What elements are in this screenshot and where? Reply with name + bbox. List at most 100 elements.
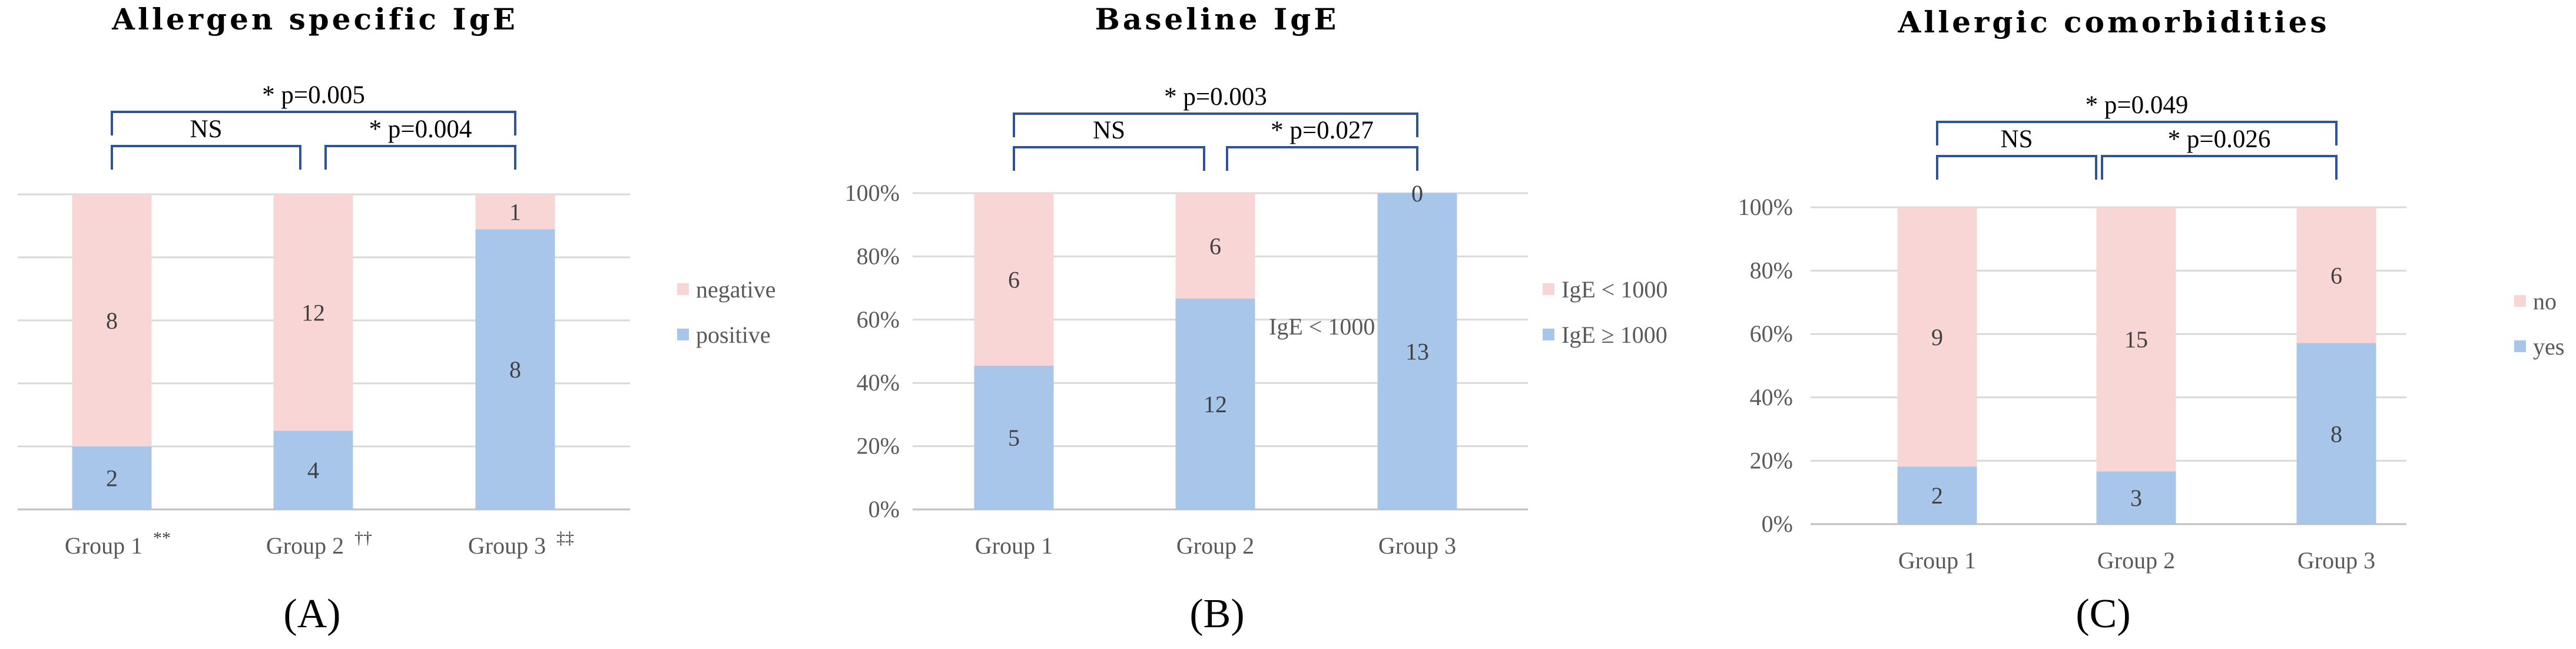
p-value-label: * p=0.026 [2168, 125, 2271, 153]
p-value-label: * p=0.003 [1164, 83, 1267, 111]
bar-negative [72, 194, 152, 446]
y-tick-label: 40% [857, 369, 900, 396]
legend-label: negative [696, 276, 776, 303]
p-value-label: NS [190, 115, 223, 143]
legend-swatch [1543, 329, 1554, 340]
x-tick-label: Group 1 [1898, 547, 1976, 574]
data-label: 1 [509, 199, 521, 226]
y-tick-label: 60% [857, 306, 900, 333]
category-mark: ‡‡ [556, 528, 574, 548]
data-label: 0 [1411, 180, 1423, 207]
x-tick-label: Group 2 [266, 532, 344, 559]
y-tick-label: 80% [857, 243, 900, 269]
legend-swatch [677, 283, 689, 295]
y-tick-label: 80% [1750, 257, 1793, 284]
legend-swatch [677, 329, 689, 340]
bar-no [2296, 207, 2376, 343]
data-label: 8 [106, 307, 118, 334]
bracket-group1-group2 [111, 145, 301, 170]
p-value-label: NS [1093, 117, 1125, 144]
data-label: 6 [1209, 233, 1221, 260]
bracket-group2-group3 [324, 145, 516, 170]
bar-positive [273, 431, 353, 509]
category-mark: †† [354, 528, 372, 548]
data-label: 6 [2330, 262, 2342, 289]
panel-label: (B) [1189, 591, 1244, 637]
bar-ige-1000 [1377, 193, 1457, 509]
y-tick-label: 60% [1750, 320, 1793, 347]
data-label: 8 [2330, 420, 2342, 447]
bar-negative [475, 194, 555, 230]
x-tick-label: Group 1 [975, 532, 1053, 559]
data-label: 2 [106, 465, 118, 492]
bar-yes [1897, 466, 1977, 524]
bar-ige-1000 [974, 365, 1054, 509]
panel-label: (A) [283, 591, 340, 637]
legend-label: positive [696, 322, 771, 348]
x-tick-label: Group 2 [1176, 532, 1254, 559]
chart-title: Allergen specific IgE [111, 2, 518, 37]
bracket-group2-group3 [1226, 146, 1418, 171]
p-value-label: * p=0.027 [1271, 117, 1374, 144]
chart-panel-2: Allergic comorbidities 0% 20% 40% 60% 80% 100%… [1738, 5, 2565, 637]
p-value-label: NS [2001, 125, 2033, 153]
category-mark: ** [153, 528, 171, 548]
data-label: 8 [509, 356, 521, 383]
x-tick-label: Group 2 [2097, 547, 2175, 574]
y-tick-label: 40% [1750, 384, 1793, 410]
data-label: 9 [1931, 324, 1943, 350]
legend-swatch [2514, 295, 2526, 307]
x-tick-label: Group 3 [1378, 532, 1456, 559]
bar-yes [2096, 471, 2176, 524]
bar-no [2096, 207, 2176, 472]
chart-panel-0: Allergen specific IgE 2 8 Group 1 ** 4 12 Group… [18, 2, 776, 637]
y-tick-label: 0% [868, 496, 900, 522]
bar-no [1897, 207, 1977, 467]
bracket-group1-group2 [1013, 146, 1205, 171]
data-label: 6 [1008, 266, 1020, 293]
y-tick-label: 0% [1762, 511, 1793, 537]
y-tick-label: 20% [1750, 447, 1793, 473]
p-value-label: * p=0.049 [2086, 91, 2189, 119]
data-label: 15 [2124, 326, 2148, 353]
chart-panel-1: Baseline IgE 0% 20% 40% 60% 80% 100% 5 6 Group 1 1… [845, 2, 1668, 637]
x-tick-label: Group 3 [468, 532, 546, 559]
data-label: 4 [307, 457, 319, 484]
data-label: 5 [1008, 425, 1020, 451]
data-label: 13 [1405, 339, 1429, 365]
p-value-label: * p=0.005 [262, 81, 365, 109]
bracket-group1-group3 [1013, 112, 1418, 137]
bracket-group1-group2 [1936, 155, 2097, 180]
data-label: 3 [2130, 485, 2142, 511]
data-label: 12 [301, 300, 325, 326]
legend-label: IgE ≥ 1000 [1561, 322, 1667, 348]
bar-positive [475, 229, 555, 509]
panel-label: (C) [2076, 591, 2130, 637]
bar-ige-1000 [1175, 193, 1255, 299]
legend-label: no [2533, 288, 2557, 314]
bar-positive [72, 446, 152, 509]
bar-yes [2296, 343, 2376, 524]
legend-label: yes [2533, 333, 2564, 360]
bar-negative [273, 194, 353, 431]
y-tick-label: 20% [857, 433, 900, 459]
x-tick-label: Group 1 [65, 532, 142, 559]
annotation-label: IgE < 1000 [1269, 313, 1375, 340]
data-label: 12 [1204, 391, 1227, 418]
legend-label: IgE < 1000 [1561, 276, 1667, 303]
y-tick-label: 100% [1738, 194, 1793, 220]
legend-swatch [1543, 283, 1554, 295]
chart-title: Baseline IgE [1095, 2, 1340, 37]
bar-ige-1000 [974, 193, 1054, 366]
data-label: 2 [1931, 482, 1943, 509]
bracket-group2-group3 [2101, 155, 2338, 180]
bar-ige-1000 [1175, 299, 1255, 509]
p-value-label: * p=0.004 [369, 115, 472, 143]
chart-title: Allergic comorbidities [1897, 5, 2329, 39]
legend-swatch [2514, 340, 2526, 352]
y-tick-label: 100% [845, 180, 900, 206]
x-tick-label: Group 3 [2297, 547, 2375, 574]
bracket-group1-group3 [111, 111, 516, 135]
bracket-group1-group3 [1936, 121, 2338, 145]
